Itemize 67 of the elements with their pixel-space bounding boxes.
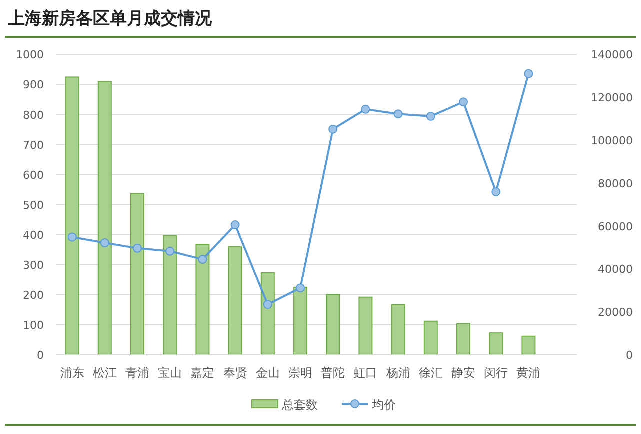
x-tick-label: 闵行 [484,366,508,380]
bar [456,323,470,356]
point [133,244,142,253]
y-tick-label: 600 [23,168,44,182]
x-tick-label: 宝山 [158,366,182,380]
y2-tick-label: 20000 [598,306,633,320]
point [198,255,208,264]
x-tick-label: 金山 [256,366,280,380]
point [166,246,175,256]
bar [358,296,373,356]
bar [489,332,504,356]
bar [424,320,438,356]
point [263,300,272,310]
point [361,104,370,114]
x-tick-label: 奉贤 [223,366,248,380]
bar [260,272,275,356]
y2-tick-label: 140000 [591,48,633,62]
y2-tick-label: 120000 [591,92,633,105]
point [68,232,77,242]
bar [326,294,340,356]
x-tick-label: 徐汇 [418,366,443,380]
y-tick-label: 400 [23,228,44,242]
x-tick-label: 虹口 [354,366,378,380]
point [459,98,468,107]
y2-tick-label: 40000 [598,263,633,276]
y-tick-label: 800 [23,108,44,122]
point [230,220,240,230]
chart-title: 上海新房各区单月成交情况 [7,9,213,29]
point [524,69,534,78]
point [492,187,501,196]
x-tick-label: 崇明 [288,366,312,380]
x-tick-label: 青浦 [126,366,150,380]
bar [65,76,80,356]
bar [98,81,112,356]
point [296,284,305,293]
x-tick-label: 静安 [452,366,476,380]
bar [228,246,242,356]
point [328,124,338,134]
y-tick-label: 1000 [16,48,44,62]
y-tick-label: 200 [23,288,44,302]
y-tick-label: 500 [23,198,44,212]
y-tick-label: 900 [23,78,44,92]
y2-tick-label: 100000 [591,134,633,148]
y-tick-label: 0 [37,349,44,362]
bar [294,286,308,356]
bar [391,304,406,356]
y-tick-label: 300 [23,258,44,272]
y-tick-label: 100 [23,318,44,332]
bar [130,193,144,356]
y2-tick-label: 80000 [598,177,633,190]
x-tick-label: 松江 [92,366,117,380]
x-tick-label: 黄浦 [516,366,541,380]
point [394,110,403,119]
bar [196,244,210,356]
y2-tick-label: 60000 [598,220,633,234]
x-tick-label: 浦东 [60,366,84,380]
x-tick-label: 普陀 [321,366,346,380]
x-tick-label: 嘉定 [190,366,215,380]
legend-label: 均价 [371,398,396,412]
x-tick-label: 杨浦 [385,366,410,380]
bar [522,336,536,356]
point [100,238,110,248]
legend-label: 总套数 [281,398,318,412]
point [426,112,436,121]
bar [163,235,178,356]
y-tick-label: 700 [23,138,44,152]
y2-tick-label: 0 [626,349,633,362]
